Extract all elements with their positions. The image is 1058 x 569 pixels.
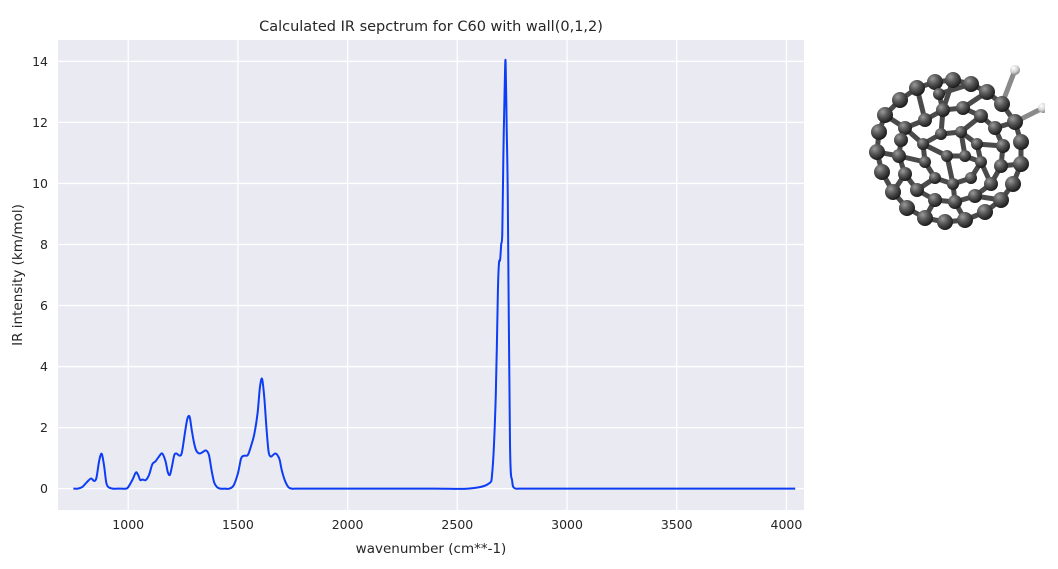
- carbon-atom: [898, 121, 912, 135]
- carbon-atom: [919, 156, 931, 168]
- carbon-atom: [927, 74, 943, 90]
- carbon-atom: [941, 150, 953, 162]
- c60-molecule-image: [869, 65, 1045, 230]
- carbon-atom: [877, 107, 893, 123]
- hydrogen-atom: [1010, 65, 1020, 75]
- carbon-atom: [948, 195, 962, 209]
- carbon-atom: [910, 183, 924, 197]
- chart-title: Calculated IR sepctrum for C60 with wall…: [259, 19, 603, 35]
- carbon-atom: [937, 214, 953, 230]
- carbon-atom: [994, 159, 1008, 173]
- carbon-atom: [936, 103, 950, 117]
- hydrogen-atom: [1038, 103, 1045, 113]
- carbon-atom: [947, 178, 959, 190]
- y-tick-label: 12: [32, 115, 48, 130]
- carbon-atom: [928, 193, 942, 207]
- carbon-atom: [959, 150, 971, 162]
- carbon-atom: [1005, 176, 1021, 192]
- carbon-atom: [968, 189, 982, 203]
- carbon-atom: [874, 164, 890, 180]
- x-tick-label: 3000: [551, 517, 583, 532]
- carbon-atom: [984, 177, 998, 191]
- carbon-atom: [974, 109, 988, 123]
- carbon-atom: [899, 200, 915, 216]
- carbon-atom: [892, 92, 908, 108]
- x-tick-label: 1000: [112, 517, 144, 532]
- carbon-atom: [994, 96, 1010, 112]
- carbon-atom: [1013, 134, 1029, 150]
- carbon-atom: [955, 126, 967, 138]
- x-tick-label: 3500: [661, 517, 693, 532]
- carbon-atom: [885, 184, 901, 200]
- carbon-atom: [933, 88, 945, 100]
- carbon-atom: [918, 113, 932, 127]
- carbon-atom: [871, 124, 887, 140]
- carbon-atom: [965, 172, 977, 184]
- carbon-atom: [963, 76, 979, 92]
- x-tick-label: 2000: [332, 517, 364, 532]
- grid: [58, 40, 804, 510]
- y-tick-label: 4: [40, 359, 48, 374]
- x-axis-label: wavenumber (cm**-1): [356, 541, 507, 557]
- carbon-atom: [977, 204, 993, 220]
- y-axis-label: IR intensity (km/mol): [10, 204, 26, 346]
- y-tick-label: 2: [40, 420, 48, 435]
- x-tick-label: 4000: [771, 517, 803, 532]
- carbon-atom: [935, 128, 947, 140]
- carbon-atom: [892, 149, 906, 163]
- y-tick-label: 6: [40, 298, 48, 313]
- carbon-atom: [993, 192, 1009, 208]
- carbon-atom: [979, 84, 995, 100]
- carbon-atom: [988, 121, 1002, 135]
- y-tick-label: 0: [40, 481, 48, 496]
- carbon-atom: [957, 212, 973, 228]
- carbon-atom: [929, 172, 941, 184]
- carbon-atom: [1013, 156, 1029, 172]
- tick-labels: 1000 1500 2000 2500 3000 3500 4000 0 2 4 6 8 10 12 14: [32, 54, 802, 532]
- plot-area: [58, 40, 804, 510]
- y-tick-label: 8: [40, 237, 48, 252]
- spectrum-line: [73, 58, 796, 490]
- carbon-atom: [956, 101, 970, 115]
- carbon-atom: [917, 210, 933, 226]
- carbon-atom: [869, 144, 885, 160]
- carbon-atom: [945, 72, 961, 88]
- carbon-atom: [894, 133, 908, 147]
- carbon-atom: [975, 156, 987, 168]
- carbon-atom: [996, 139, 1010, 153]
- y-tick-label: 14: [32, 54, 48, 69]
- carbon-atom: [917, 138, 929, 150]
- carbon-atom: [909, 80, 925, 96]
- x-tick-label: 2500: [441, 517, 473, 532]
- x-tick-label: 1500: [222, 517, 254, 532]
- carbon-atom: [898, 167, 912, 181]
- y-tick-label: 10: [32, 176, 48, 191]
- carbon-atom: [1007, 114, 1023, 130]
- carbon-atom: [971, 138, 983, 150]
